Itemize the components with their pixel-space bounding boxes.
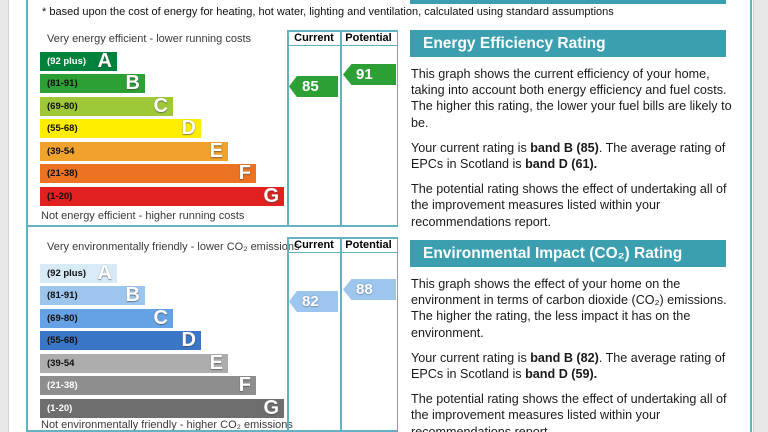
co2-band-g: (1-20) G bbox=[40, 397, 284, 419]
energy-band-g: (1-20) G bbox=[40, 185, 284, 207]
co2-potential-value: 88 bbox=[356, 281, 373, 298]
energy-band-g-range: (1-20) bbox=[47, 191, 73, 202]
co2-description-panel: Environmental Impact (CO₂) Rating This g… bbox=[410, 240, 742, 432]
energy-table-left-line bbox=[287, 30, 289, 225]
co2-table-left-line bbox=[287, 237, 289, 432]
co2-potential-header: Potential bbox=[345, 239, 392, 251]
co2-band-d-letter: D bbox=[181, 329, 196, 351]
energy-current-value: 85 bbox=[302, 78, 319, 95]
co2-current-arrow: 82 bbox=[289, 291, 338, 312]
energy-band-f: (21-38) F bbox=[40, 162, 256, 184]
page-edge-left bbox=[0, 0, 9, 432]
co2-band-f-range: (21-38) bbox=[47, 380, 78, 391]
co2-band-g-range: (1-20) bbox=[47, 403, 73, 414]
co2-band-c-letter: C bbox=[153, 307, 168, 329]
energy-band-d-letter: D bbox=[181, 117, 196, 139]
co2-band-a-range: (92 plus) bbox=[47, 268, 87, 279]
co2-table-right-line bbox=[396, 237, 398, 432]
certificate-border-left bbox=[26, 0, 28, 432]
energy-band-b-range: (81-91) bbox=[47, 78, 78, 89]
co2-table-mid-line bbox=[340, 237, 342, 432]
energy-current-header: Current bbox=[294, 32, 334, 44]
co2-band-c-range: (69-80) bbox=[47, 313, 78, 324]
energy-table-mid-line bbox=[340, 30, 342, 225]
energy-band-e: (39-54 E bbox=[40, 140, 228, 162]
co2-band-f-letter: F bbox=[238, 374, 251, 396]
energy-current-arrow: 85 bbox=[289, 76, 338, 97]
energy-table-top-line bbox=[287, 30, 398, 32]
page-edge-right bbox=[753, 0, 768, 432]
co2-potential-arrow: 88 bbox=[343, 279, 396, 300]
certificate-border-right bbox=[750, 0, 752, 432]
co2-band-d: (55-68) D bbox=[40, 329, 201, 351]
energy-band-e-letter: E bbox=[209, 140, 223, 162]
co2-current-value: 82 bbox=[302, 293, 319, 310]
co2-band-g-letter: G bbox=[263, 397, 279, 419]
energy-table-right-line bbox=[396, 30, 398, 225]
energy-band-c-range: (69-80) bbox=[47, 101, 78, 112]
co2-band-b-letter: B bbox=[125, 284, 140, 306]
energy-chart-bottom-label: Not energy efficient - higher running co… bbox=[41, 210, 245, 222]
energy-band-g-letter: G bbox=[263, 185, 279, 207]
disclaimer-text: * based upon the cost of energy for heat… bbox=[42, 6, 614, 18]
energy-paragraph-2: Your current rating is band B (85). The … bbox=[411, 140, 726, 172]
energy-band-f-letter: F bbox=[238, 162, 251, 184]
energy-paragraph-1: This graph shows the current efficiency … bbox=[411, 67, 732, 130]
energy-band-c-letter: C bbox=[153, 95, 168, 117]
co2-table-header-line bbox=[287, 251, 398, 253]
energy-band-e-range: (39-54 bbox=[47, 146, 75, 157]
energy-band-d: (55-68) D bbox=[40, 117, 201, 139]
section-divider-line bbox=[26, 225, 398, 227]
co2-band-b: (81-91) B bbox=[40, 284, 145, 306]
energy-description-panel: Energy Efficiency Rating This graph show… bbox=[410, 30, 742, 230]
energy-band-c: (69-80) C bbox=[40, 95, 173, 117]
energy-potential-arrow: 91 bbox=[343, 64, 396, 85]
previous-header-remnant bbox=[410, 0, 726, 4]
co2-paragraph-2: Your current rating is band B (82). The … bbox=[411, 350, 726, 382]
co2-band-f: (21-38) F bbox=[40, 374, 256, 396]
co2-average-rating-text: band D (59). bbox=[525, 367, 598, 382]
co2-band-a: (92 plus) A bbox=[40, 262, 117, 284]
energy-potential-header: Potential bbox=[345, 32, 392, 44]
energy-band-b: (81-91) B bbox=[40, 72, 145, 94]
co2-band-a-letter: A bbox=[97, 262, 112, 284]
energy-band-d-range: (55-68) bbox=[47, 123, 78, 134]
co2-band-e: (39-54 E bbox=[40, 352, 228, 374]
co2-paragraph-1: This graph shows the effect of your home… bbox=[411, 277, 727, 340]
co2-current-header: Current bbox=[294, 239, 334, 251]
energy-table-header-line bbox=[287, 44, 398, 46]
co2-band-d-range: (55-68) bbox=[47, 335, 78, 346]
energy-band-f-range: (21-38) bbox=[47, 168, 78, 179]
co2-paragraph-3: The potential rating shows the effect of… bbox=[411, 392, 727, 432]
co2-current-rating-text: band B (82) bbox=[530, 350, 599, 365]
co2-band-b-range: (81-91) bbox=[47, 290, 78, 301]
co2-band-c: (69-80) C bbox=[40, 307, 173, 329]
energy-band-a: (92 plus) A bbox=[40, 50, 117, 72]
bottom-divider-line bbox=[26, 430, 398, 432]
energy-panel-title: Energy Efficiency Rating bbox=[410, 30, 726, 57]
energy-band-a-letter: A bbox=[97, 50, 112, 72]
co2-band-e-range: (39-54 bbox=[47, 358, 75, 369]
energy-chart-top-label: Very energy efficient - lower running co… bbox=[47, 33, 252, 45]
energy-potential-value: 91 bbox=[356, 66, 373, 83]
energy-band-a-range: (92 plus) bbox=[47, 56, 87, 67]
energy-average-rating-text: band D (61). bbox=[525, 157, 598, 172]
energy-paragraph-3: The potential rating shows the effect of… bbox=[411, 182, 727, 229]
co2-band-e-letter: E bbox=[209, 352, 223, 374]
co2-panel-title: Environmental Impact (CO₂) Rating bbox=[410, 240, 726, 267]
energy-current-rating-text: band B (85) bbox=[530, 140, 599, 155]
co2-chart-top-label: Very environmentally friendly - lower CO… bbox=[47, 241, 300, 253]
co2-chart-bottom-label: Not environmentally friendly - higher CO… bbox=[41, 419, 293, 431]
co2-table-top-line bbox=[287, 237, 398, 239]
energy-band-b-letter: B bbox=[125, 72, 140, 94]
